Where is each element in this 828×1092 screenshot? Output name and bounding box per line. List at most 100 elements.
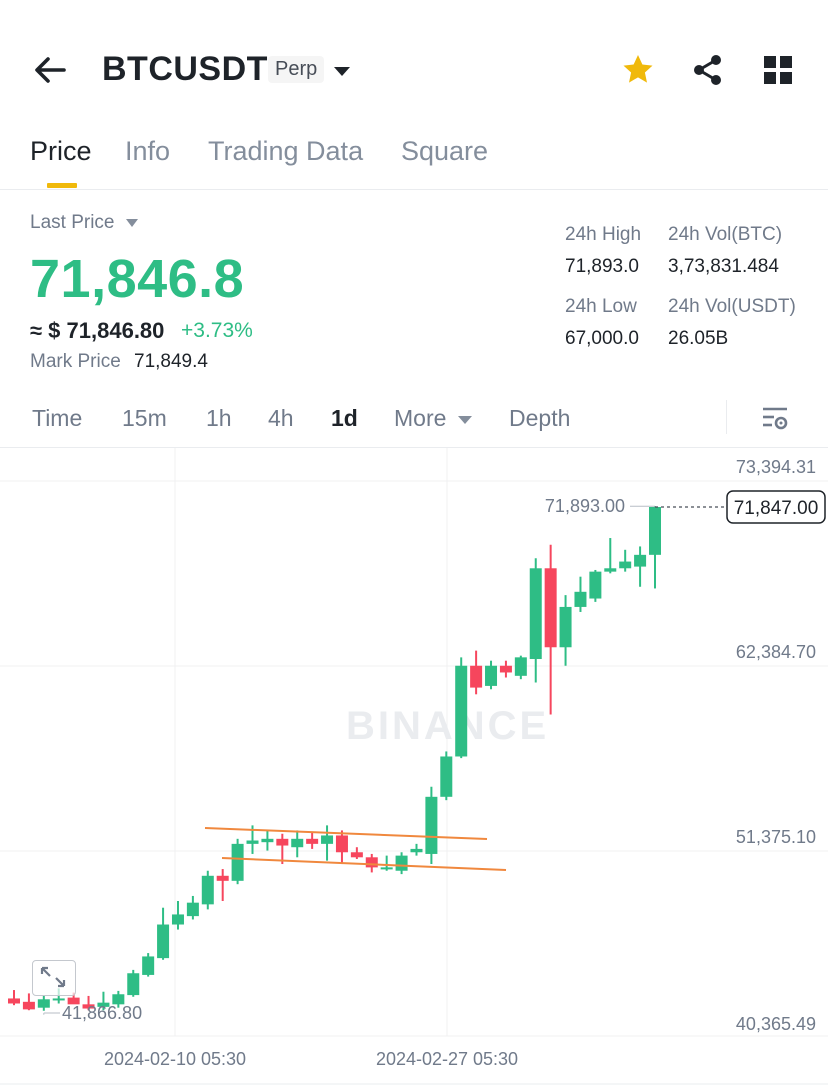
y-tick-label: 73,394.31 [736, 457, 816, 477]
usd-equivalent: ≈ $ 71,846.80 [30, 318, 165, 343]
grid-icon [764, 56, 792, 84]
apps-button[interactable] [762, 54, 794, 86]
change-percent: +3.73% [181, 319, 253, 342]
grid-lines: 73,394.31 62,384.70 51,375.10 40,365.49 2024… [0, 448, 828, 1085]
candle-body [350, 852, 363, 858]
candle-body [231, 843, 244, 881]
candle-body [171, 914, 184, 925]
candle-body [276, 838, 289, 846]
caret-down-icon [334, 67, 350, 76]
expand-icon [40, 966, 66, 988]
interval-15m[interactable]: 15m [122, 405, 167, 431]
candle-body [395, 855, 408, 871]
y-tick-label: 40,365.49 [736, 1014, 816, 1034]
candle-body [335, 835, 348, 853]
candle-body [499, 665, 512, 673]
trendline-upper [204, 827, 488, 840]
vol-usdt-value: 26.05B [668, 328, 729, 349]
high-annotation: 71,893.00 [545, 496, 625, 516]
candlestick-chart[interactable]: 73,394.31 62,384.70 51,375.10 40,365.49 2024… [0, 448, 828, 1092]
candle-body [127, 973, 140, 996]
favorite-button[interactable] [620, 52, 656, 88]
interval-1d[interactable]: 1d [331, 405, 358, 431]
chart-canvas[interactable]: 73,394.31 62,384.70 51,375.10 40,365.49 2024… [0, 448, 828, 1092]
candle-body [425, 796, 438, 854]
tab-info[interactable]: Info [125, 136, 171, 166]
candle-body [514, 657, 527, 676]
candle-body [157, 924, 170, 959]
watermark: BINANCE [346, 704, 549, 748]
last-price: 71,846.8 [30, 249, 245, 309]
interval-depth[interactable]: Depth [509, 405, 571, 431]
price-summary: Last Price 71,846.8 ≈ $ 71,846.80 +3.73%… [0, 190, 828, 390]
x-tick-label: 2024-02-27 05:30 [376, 1049, 518, 1069]
mark-price-value: 71,849.4 [134, 351, 208, 372]
candle-body [112, 994, 125, 1005]
candle-body [649, 507, 661, 555]
current-price-tag [726, 490, 826, 524]
current-price-label: 71,847.00 [734, 498, 819, 519]
vol-usdt-label: 24h Vol(USDT) [668, 296, 796, 317]
interval-4h[interactable]: 4h [268, 405, 294, 431]
low-value: 67,000.0 [565, 328, 639, 349]
candle-body [410, 848, 423, 853]
star-icon [623, 55, 653, 83]
candle-body [37, 999, 50, 1008]
tab-trading-data[interactable]: Trading Data [208, 136, 364, 166]
overlays: 71,893.00 41,866.80 71,847.00 [43, 490, 826, 1023]
candle-body [22, 1001, 35, 1010]
candle-body [216, 875, 229, 881]
active-tab-indicator [47, 183, 77, 188]
expand-button[interactable] [32, 960, 76, 996]
chart-settings-button[interactable] [760, 404, 790, 434]
candle-body [8, 998, 20, 1004]
candle-body [529, 568, 542, 660]
tab-square[interactable]: Square [401, 136, 489, 166]
candle-body [97, 1002, 110, 1007]
candle-body [380, 867, 393, 870]
chart-settings-icon [763, 407, 788, 430]
candle-body [82, 1004, 95, 1009]
symbol-dropdown-button[interactable] [330, 60, 354, 84]
candle-body [574, 591, 587, 607]
candle-body [186, 902, 199, 917]
high-label: 24h High [565, 224, 642, 245]
low-label: 24h Low [565, 296, 637, 317]
caret-down-icon[interactable] [124, 217, 140, 229]
candle-body [306, 838, 319, 844]
high-value: 71,893.0 [565, 256, 639, 277]
candle-body [440, 756, 453, 797]
last-price-label[interactable]: Last Price [30, 212, 115, 233]
share-icon [694, 55, 721, 85]
candles [8, 506, 661, 1011]
candle-body [291, 838, 304, 848]
low-annotation: 41,866.80 [62, 1003, 142, 1023]
candle-body [634, 554, 647, 567]
candle-body [470, 665, 483, 688]
candle-body [604, 568, 617, 572]
trendline-lower [221, 857, 507, 871]
interval-more[interactable]: More [394, 405, 447, 431]
candle-body [485, 665, 498, 686]
y-tick-label: 51,375.10 [736, 827, 816, 847]
vol-btc-label: 24h Vol(BTC) [668, 224, 783, 245]
back-button[interactable] [30, 50, 70, 90]
y-tick-label: 62,384.70 [736, 642, 816, 662]
symbol-title[interactable]: BTCUSDT [102, 50, 268, 88]
candle-body [67, 997, 80, 1005]
back-arrow-icon [35, 57, 66, 83]
caret-down-icon[interactable] [456, 414, 474, 426]
candle-body [455, 665, 468, 757]
candle-body [261, 838, 274, 843]
interval-time[interactable]: Time [32, 405, 83, 431]
candle-body [201, 875, 214, 905]
interval-bar: Time 15m 1h 4h 1d More Depth [0, 392, 828, 448]
interval-1h[interactable]: 1h [206, 405, 232, 431]
candle-body [365, 857, 378, 868]
candle-body [246, 840, 259, 844]
mark-price-label: Mark Price [30, 351, 121, 372]
share-button[interactable] [690, 52, 726, 88]
top-bar: BTCUSDT Perp [0, 0, 828, 130]
x-tick-label: 2024-02-10 05:30 [104, 1049, 246, 1069]
tab-price[interactable]: Price [30, 136, 92, 166]
